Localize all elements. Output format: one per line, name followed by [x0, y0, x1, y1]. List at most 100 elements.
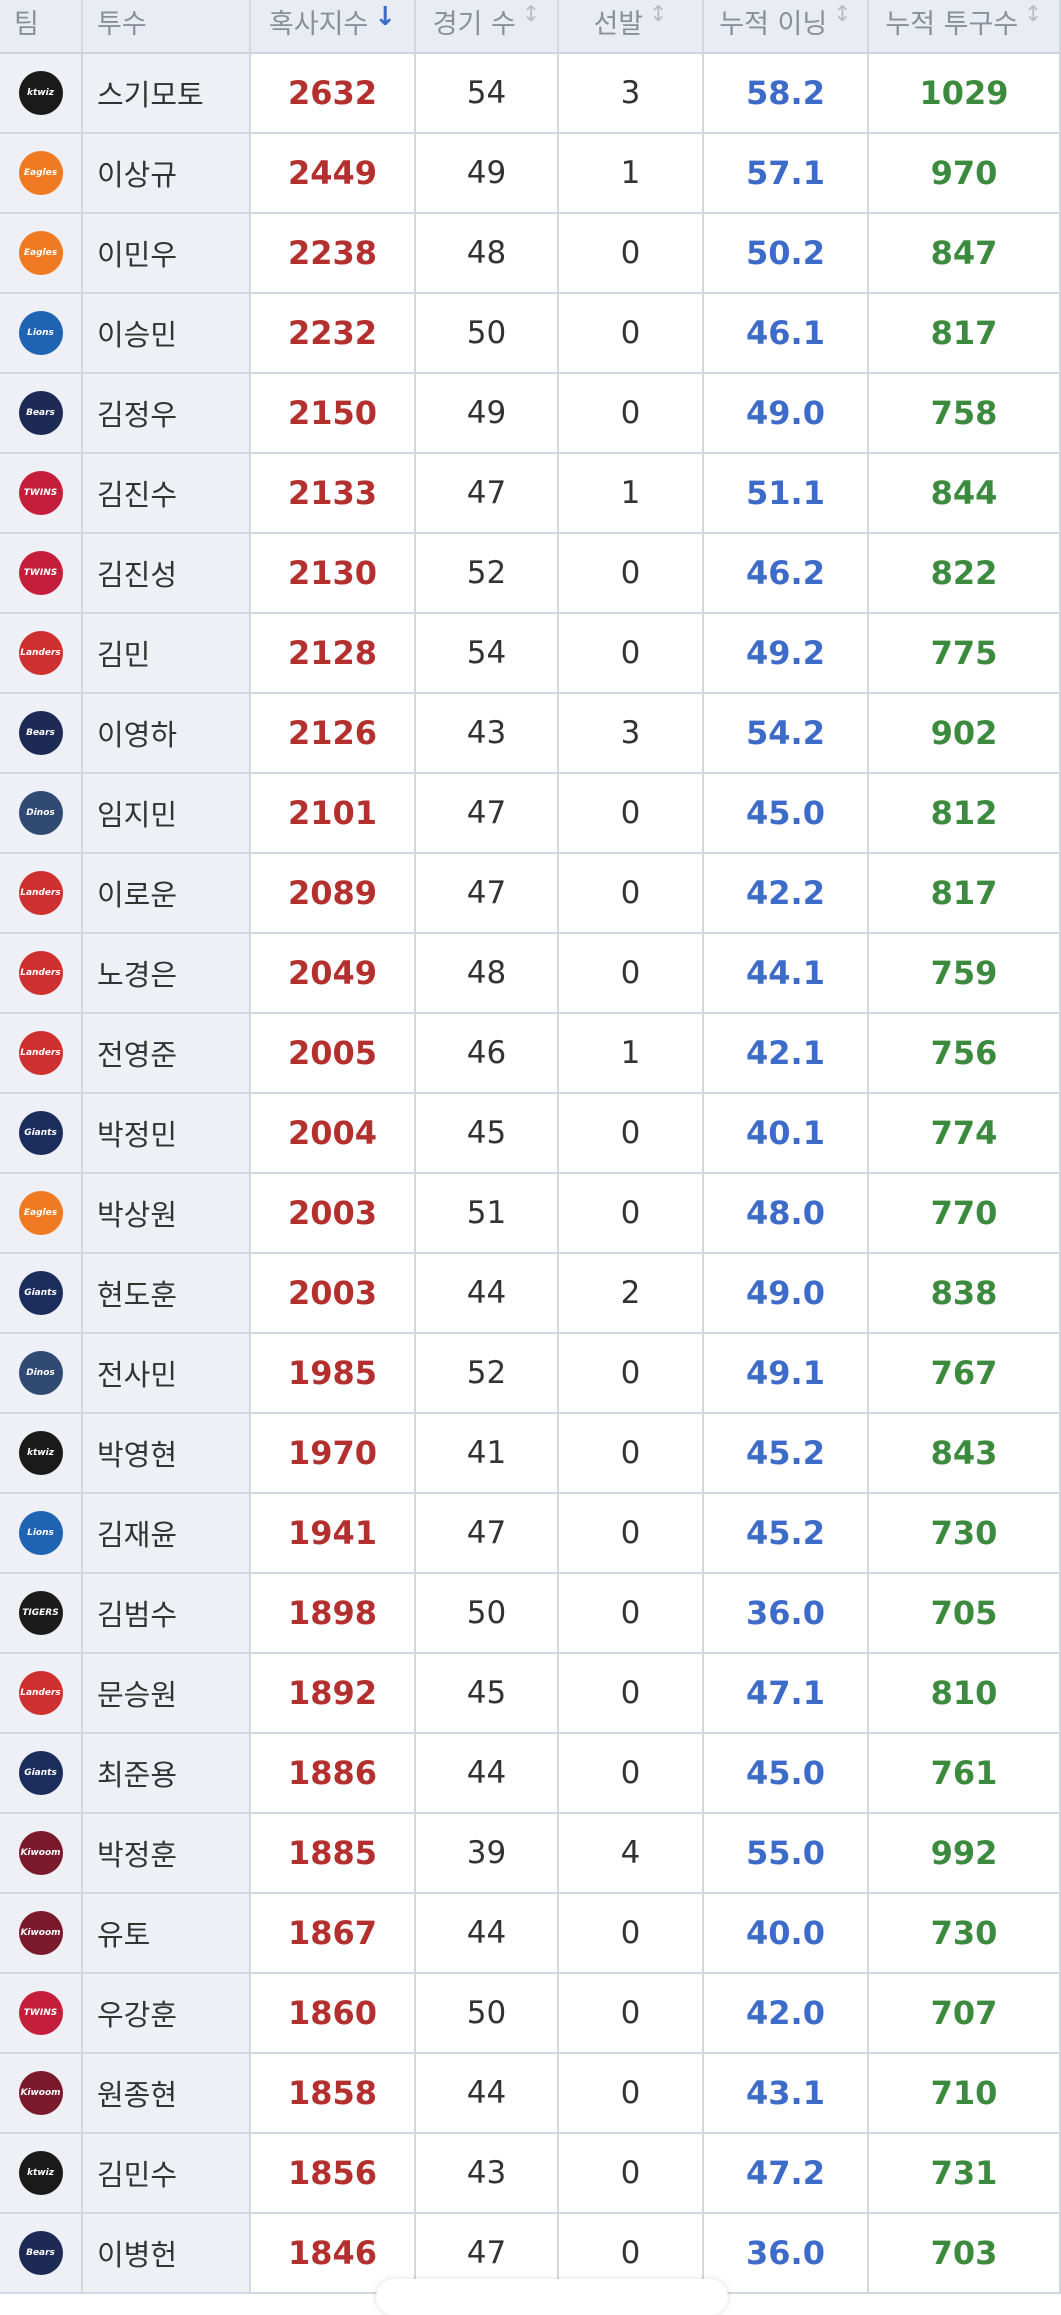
team-cell: Kiwoom [0, 1894, 83, 1972]
innings-cell: 48.0 [704, 1174, 869, 1252]
index-text: 1860 [287, 1994, 378, 2032]
pitches-text: 759 [930, 954, 998, 992]
index-text: 2130 [287, 554, 378, 592]
starts-text: 0 [620, 955, 641, 991]
table-row[interactable]: Eagles 이상규 2449 49 1 57.1 970 [0, 134, 1061, 214]
header-text: 경기 수 [432, 9, 516, 40]
table-row[interactable]: ktwiz 김민수 1856 43 0 47.2 731 [0, 2134, 1061, 2214]
pitcher-cell: 이병헌 [83, 2214, 251, 2292]
pitches-cell: 761 [869, 1734, 1061, 1812]
pitcher-text: 김범수 [97, 1598, 178, 1632]
team-cell: Giants [0, 1094, 83, 1172]
games-text: 45 [466, 1675, 507, 1711]
innings-text: 45.2 [746, 1514, 825, 1552]
innings-cell: 54.2 [704, 694, 869, 772]
games-cell: 44 [416, 2054, 559, 2132]
team-cell: Giants [0, 1254, 83, 1332]
table-row[interactable]: Giants 박정민 2004 45 0 40.1 774 [0, 1094, 1061, 1174]
table-row[interactable]: Lions 이승민 2232 50 0 46.1 817 [0, 294, 1061, 374]
innings-cell: 45.2 [704, 1494, 869, 1572]
pitcher-text: 이로운 [97, 878, 178, 912]
pitcher-cell: 김범수 [83, 1574, 251, 1652]
index-text: 2004 [287, 1114, 378, 1152]
innings-text: 36.0 [746, 1594, 825, 1632]
innings-cell: 44.1 [704, 934, 869, 1012]
table-row[interactable]: Lions 김재윤 1941 47 0 45.2 730 [0, 1494, 1061, 1574]
table-row[interactable]: Kiwoom 박정훈 1885 39 4 55.0 992 [0, 1814, 1061, 1894]
table-row[interactable]: ktwiz 스기모토 2632 54 3 58.2 1029 [0, 54, 1061, 134]
table-row[interactable]: TWINS 김진성 2130 52 0 46.2 822 [0, 534, 1061, 614]
games-cell: 45 [416, 1094, 559, 1172]
pitches-text: 775 [930, 634, 998, 672]
innings-text: 45.0 [746, 794, 825, 832]
starts-cell: 0 [559, 2214, 704, 2292]
team-cell: Bears [0, 2214, 83, 2292]
innings-cell: 47.1 [704, 1654, 869, 1732]
team-logo: Dinos [18, 1351, 63, 1395]
header-cell[interactable]: 누적 투구수 ↕ [869, 0, 1061, 52]
table-row[interactable]: TWINS 우강훈 1860 50 0 42.0 707 [0, 1974, 1061, 2054]
header-cell[interactable]: 누적 이닝 ↕ [704, 0, 869, 52]
pitches-cell: 817 [869, 294, 1061, 372]
table-row[interactable]: Dinos 전사민 1985 52 0 49.1 767 [0, 1334, 1061, 1414]
games-text: 43 [466, 2155, 507, 2191]
pitches-text: 756 [930, 1034, 998, 1072]
table-row[interactable]: Landers 노경은 2049 48 0 44.1 759 [0, 934, 1061, 1014]
header-cell[interactable]: 선발 ↕ [559, 0, 704, 52]
table-row[interactable]: Landers 이로운 2089 47 0 42.2 817 [0, 854, 1061, 934]
team-logo: Bears [18, 391, 63, 435]
pitches-text: 730 [930, 1514, 998, 1552]
table-row[interactable]: Giants 현도훈 2003 44 2 49.0 838 [0, 1254, 1061, 1334]
starts-cell: 0 [559, 1654, 704, 1732]
table-row[interactable]: ktwiz 박영현 1970 41 0 45.2 843 [0, 1414, 1061, 1494]
table-row[interactable]: Landers 전영준 2005 46 1 42.1 756 [0, 1014, 1061, 1094]
innings-text: 44.1 [746, 954, 825, 992]
header-cell[interactable]: 혹사지수 ↓ [251, 0, 416, 52]
table-row[interactable]: Giants 최준용 1886 44 0 45.0 761 [0, 1734, 1061, 1814]
table-row[interactable]: TIGERS 김범수 1898 50 0 36.0 705 [0, 1574, 1061, 1654]
games-cell: 46 [416, 1014, 559, 1092]
pitches-cell: 730 [869, 1494, 1061, 1572]
team-cell: ktwiz [0, 2134, 83, 2212]
pitches-text: 758 [930, 394, 998, 432]
team-logo: Landers [18, 631, 63, 675]
pitches-cell: 759 [869, 934, 1061, 1012]
innings-text: 49.0 [746, 1274, 825, 1312]
table-row[interactable]: Bears 이영하 2126 43 3 54.2 902 [0, 694, 1061, 774]
starts-text: 0 [620, 1515, 641, 1551]
pitches-text: 731 [930, 2154, 998, 2192]
table-row[interactable]: Bears 이병헌 1846 47 0 36.0 703 [0, 2214, 1061, 2294]
table-row[interactable]: TWINS 김진수 2133 47 1 51.1 844 [0, 454, 1061, 534]
pitches-text: 838 [930, 1274, 998, 1312]
table-row[interactable]: Landers 김민 2128 54 0 49.2 775 [0, 614, 1061, 694]
pitcher-text: 임지민 [97, 798, 178, 832]
starts-text: 0 [620, 395, 641, 431]
starts-text: 3 [620, 715, 641, 751]
index-cell: 1846 [251, 2214, 416, 2292]
table-row[interactable]: Landers 문승원 1892 45 0 47.1 810 [0, 1654, 1061, 1734]
pitches-cell: 902 [869, 694, 1061, 772]
starts-text: 0 [620, 1435, 641, 1471]
sort-icon: ↕ [649, 2, 668, 27]
starts-text: 0 [620, 1355, 641, 1391]
pitches-text: 707 [930, 1994, 998, 2032]
table-row[interactable]: Eagles 박상원 2003 51 0 48.0 770 [0, 1174, 1061, 1254]
pitches-cell: 707 [869, 1974, 1061, 2052]
innings-text: 50.2 [746, 234, 825, 272]
innings-text: 42.1 [746, 1034, 825, 1072]
table-row[interactable]: Kiwoom 유토 1867 44 0 40.0 730 [0, 1894, 1061, 1974]
header-text: 혹사지수 [268, 9, 369, 40]
table-row[interactable]: Eagles 이민우 2238 48 0 50.2 847 [0, 214, 1061, 294]
table-row[interactable]: Bears 김정우 2150 49 0 49.0 758 [0, 374, 1061, 454]
table-row[interactable]: Kiwoom 원종현 1858 44 0 43.1 710 [0, 2054, 1061, 2134]
games-cell: 51 [416, 1174, 559, 1252]
table-row[interactable]: Dinos 임지민 2101 47 0 45.0 812 [0, 774, 1061, 854]
team-logo: Lions [18, 1511, 63, 1555]
index-text: 2232 [287, 314, 378, 352]
games-text: 44 [466, 1275, 507, 1311]
index-text: 1970 [287, 1434, 378, 1472]
games-cell: 54 [416, 54, 559, 132]
header-cell[interactable]: 경기 수 ↕ [416, 0, 559, 52]
games-cell: 54 [416, 614, 559, 692]
